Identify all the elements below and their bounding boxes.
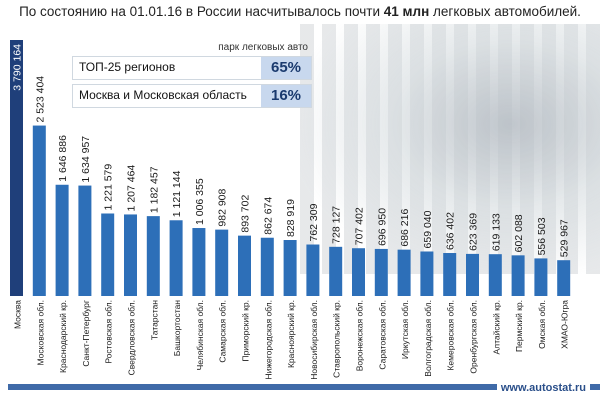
category-label-9: Самарская обл.: [218, 300, 228, 363]
category-label-17: Иркутская обл.: [400, 300, 410, 359]
category-label-13: Новосибирская обл.: [309, 300, 319, 380]
category-label-6: Татарстан: [149, 300, 159, 340]
category-label-3: Санкт-Петербург: [81, 300, 91, 367]
bar-value-label-5: 1 207 464: [126, 165, 138, 212]
bar-22: [511, 255, 525, 296]
category-label-12: Красноярский кр.: [286, 300, 296, 368]
site-url: www.autostat.ru: [496, 382, 590, 394]
category-label-24: ХМАО-Югра: [560, 300, 570, 349]
bar-23: [534, 258, 548, 296]
bar-12: [283, 240, 297, 296]
category-label-2: Краснодарский кр.: [58, 300, 68, 373]
page-headline: По состоянию на 01.01.16 в России насчит…: [0, 4, 600, 19]
bar-value-label-9: 982 908: [217, 188, 229, 226]
category-label-19: Кемеровская обл.: [446, 300, 456, 371]
stats-row-top25: ТОП-25 регионов 65%: [72, 56, 312, 80]
bar-9: [215, 229, 229, 296]
bar-value-label-14: 728 127: [331, 206, 343, 244]
category-label-20: Оренбургская обл.: [469, 300, 479, 374]
headline-bold: 41 млн: [383, 4, 430, 19]
bar-21: [488, 254, 502, 296]
headline-prefix: По состоянию на 01.01.16 в России насчит…: [19, 4, 380, 19]
bar-24: [557, 260, 571, 296]
bar-4: [101, 213, 115, 296]
category-label-15: Воронежская обл.: [355, 300, 365, 371]
bar-14: [329, 246, 343, 296]
bar-17: [397, 249, 411, 296]
category-label-22: Пермский кр.: [514, 300, 524, 352]
bar-18: [420, 251, 434, 296]
stats-table: парк легковых авто ТОП-25 регионов 65% М…: [72, 42, 312, 112]
stats-caption: парк легковых авто: [218, 42, 308, 53]
bar-value-label-19: 636 402: [445, 212, 457, 250]
bar-5: [124, 214, 137, 296]
bar-value-label-11: 862 674: [262, 197, 274, 235]
category-label-14: Ставропольский кр.: [332, 300, 342, 378]
category-label-18: Волгоградская обл.: [423, 300, 433, 377]
bar-value-label-4: 1 221 579: [103, 164, 115, 211]
bar-0: [10, 40, 23, 296]
category-label-23: Омская обл.: [537, 300, 547, 349]
bar-value-label-13: 762 309: [308, 203, 320, 241]
bar-3: [78, 185, 92, 296]
bar-value-label-20: 623 369: [468, 213, 480, 251]
bar-7: [169, 220, 183, 296]
bar-6: [146, 216, 160, 296]
bar-13: [306, 244, 320, 296]
bar-value-label-15: 707 402: [354, 207, 366, 245]
category-label-21: Алтайский кр.: [491, 300, 501, 355]
stats-row-moscow: Москва и Московская область 16%: [72, 84, 312, 108]
category-label-1: Московская обл.: [35, 300, 45, 366]
category-label-7: Башкортостан: [172, 300, 182, 357]
bar-value-label-10: 893 702: [240, 195, 252, 233]
traffic-background-image: [300, 24, 600, 274]
bar-value-label-2: 1 646 886: [57, 135, 69, 182]
bar-value-label-7: 1 121 144: [171, 170, 183, 217]
bar-19: [443, 253, 457, 296]
bar-1: [32, 125, 46, 296]
bar-value-label-12: 828 919: [285, 199, 297, 237]
bar-value-label-21: 619 133: [490, 213, 502, 251]
category-label-10: Приморский кр.: [241, 300, 251, 362]
bar-8: [192, 228, 206, 296]
bar-value-label-22: 602 088: [513, 214, 525, 252]
bar-value-label-0: 3 790 164: [12, 44, 24, 91]
bar-2: [55, 184, 69, 296]
category-label-8: Челябинская обл.: [195, 300, 205, 370]
bar-value-label-24: 529 967: [559, 219, 571, 257]
category-label-11: Нижегородская обл.: [263, 300, 273, 380]
bar-value-label-18: 659 040: [422, 210, 434, 248]
stats-row-value: 16%: [261, 85, 311, 107]
category-label-0: Москва: [13, 300, 23, 329]
bar-15: [352, 248, 365, 296]
bar-value-label-1: 2 523 404: [34, 76, 46, 123]
category-label-5: Свердловская обл.: [127, 300, 137, 375]
category-label-16: Саратовская обл.: [377, 300, 387, 370]
bar-20: [466, 253, 479, 296]
bar-16: [374, 248, 388, 296]
stats-row-label: Москва и Московская область: [79, 88, 247, 102]
stats-row-label: ТОП-25 регионов: [79, 60, 176, 74]
stats-row-value: 65%: [261, 57, 311, 79]
bar-value-label-17: 686 216: [399, 209, 411, 247]
chart-baseline: [8, 384, 600, 390]
headline-suffix: легковых автомобилей.: [433, 4, 581, 19]
bar-value-label-8: 1 006 355: [194, 178, 206, 225]
bar-11: [260, 237, 274, 296]
bar-value-label-3: 1 634 957: [80, 136, 92, 183]
category-label-4: Ростовская обл.: [104, 300, 114, 364]
bar-value-label-6: 1 182 457: [148, 166, 160, 213]
bar-value-label-23: 556 503: [536, 217, 548, 255]
bar-10: [238, 235, 251, 296]
bar-value-label-16: 696 950: [376, 208, 388, 246]
